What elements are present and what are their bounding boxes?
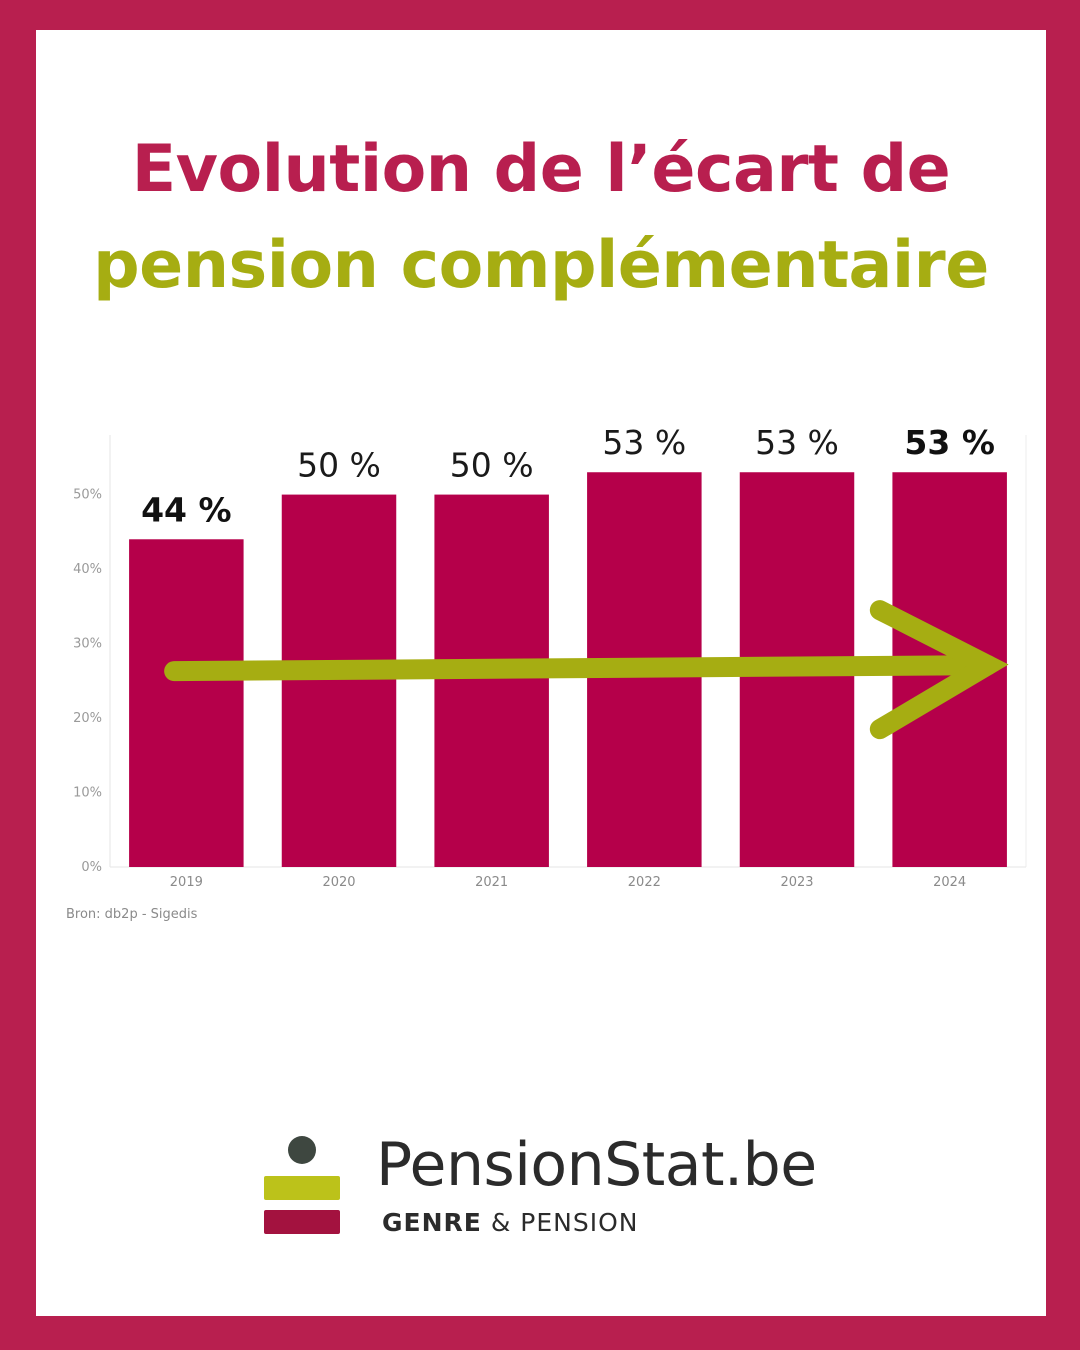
- logo-name: PensionStat.be: [376, 1130, 817, 1200]
- logo-tag-rest: & PENSION: [490, 1208, 639, 1237]
- logo-bar-red-icon: [264, 1210, 340, 1234]
- chart-title: Evolution de l’écart de pension compléme…: [36, 122, 1046, 314]
- data-label: 53 %: [755, 423, 839, 462]
- data-label: 53 %: [602, 423, 686, 462]
- x-tick-label: 2023: [780, 875, 813, 890]
- bar: [434, 494, 549, 867]
- logo-tag-bold: GENRE: [382, 1208, 482, 1237]
- y-tick-label: 50%: [73, 488, 102, 503]
- x-tick-label: 2024: [933, 875, 966, 890]
- x-tick-label: 2022: [628, 875, 661, 890]
- bar-chart: 0% 10% 20% 30% 40% 50% 44 % 2019 50 % 2020 50 % 202…: [73, 423, 1027, 890]
- trend-arrow-head-icon: [869, 600, 1009, 740]
- logo-tagline: GENRE & PENSION: [382, 1208, 638, 1237]
- y-tick-label: 20%: [73, 711, 102, 726]
- logo-bar-green-icon: [264, 1176, 340, 1200]
- y-tick-label: 30%: [73, 637, 102, 652]
- data-label: 44 %: [141, 490, 231, 529]
- x-tick-label: 2020: [322, 875, 355, 890]
- card: Evolution de l’écart de pension compléme…: [36, 30, 1046, 1316]
- bar: [281, 494, 397, 867]
- data-label: 50 %: [297, 446, 381, 485]
- title-line-1: Evolution de l’écart de: [131, 132, 951, 207]
- y-tick-label: 0%: [81, 860, 102, 875]
- bar: [129, 539, 244, 867]
- logo: PensionStat.be GENRE & PENSION: [264, 1130, 884, 1246]
- x-tick-label: 2019: [170, 875, 203, 890]
- title-line-2: pension complémentaire: [93, 228, 989, 303]
- x-tick-label: 2021: [475, 875, 508, 890]
- data-label: 53 %: [904, 423, 994, 462]
- logo-dot-icon: [288, 1136, 316, 1164]
- data-label: 50 %: [450, 446, 534, 485]
- y-tick-label: 10%: [73, 786, 102, 801]
- y-tick-label: 40%: [73, 562, 102, 577]
- source-note: Bron: db2p - Sigedis: [66, 907, 198, 922]
- trend-arrow-shaft: [164, 655, 998, 682]
